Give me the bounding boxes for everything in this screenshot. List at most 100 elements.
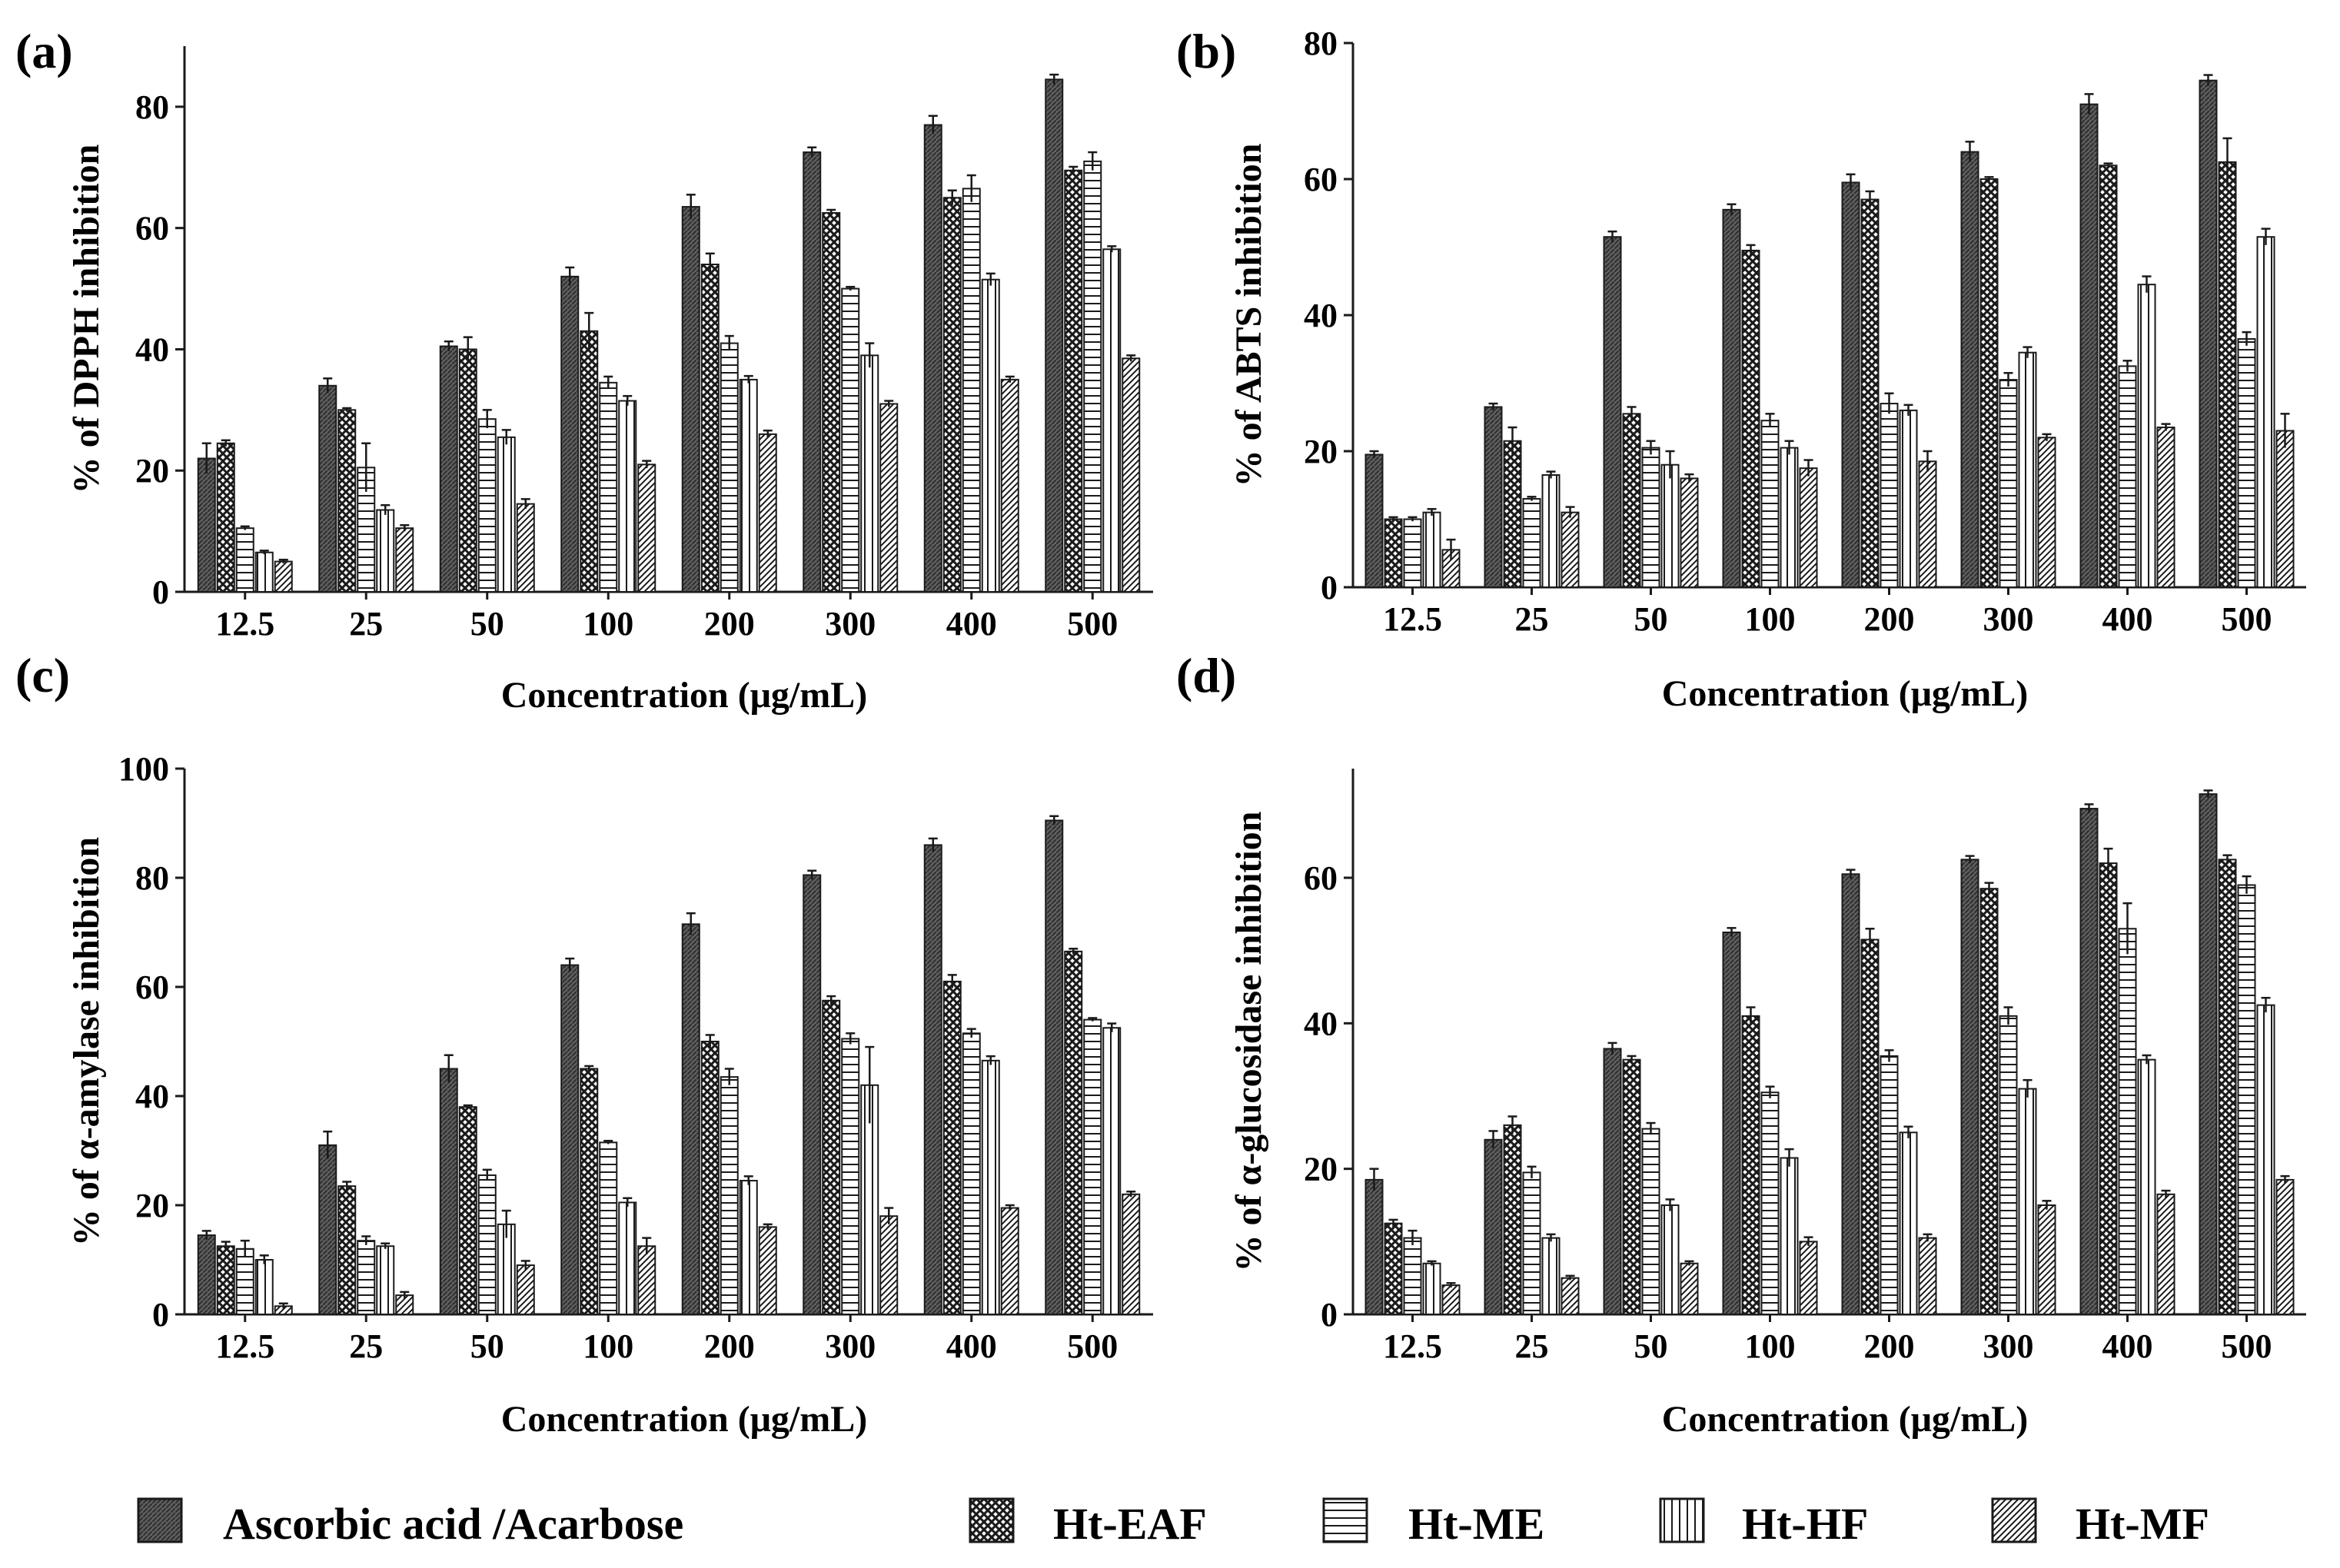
x-tick-label: 25 (1515, 600, 1549, 638)
legend-swatch-ht-eaf (969, 1497, 1015, 1543)
bar-ht-mf (274, 560, 293, 593)
bar-ascorbic (318, 384, 337, 593)
bar-ht-eaf (458, 1106, 477, 1315)
y-tick-label: 80 (135, 859, 169, 897)
bar-ht-me (2237, 337, 2256, 588)
bar-ascorbic (1722, 208, 1741, 588)
y-tick-label: 20 (1304, 1151, 1338, 1188)
bar-ht-me (2118, 365, 2137, 588)
bar-ht-me (720, 342, 739, 593)
bar-ht-mf (1561, 1277, 1580, 1315)
bar-ht-hf (1102, 248, 1122, 593)
x-tick-label: 50 (470, 605, 504, 643)
bar-ascorbic (1841, 181, 1860, 589)
bar-ht-mf (879, 1215, 899, 1315)
y-axis-title: % of ABTS inhibition (1228, 144, 1269, 487)
bar-ht-me (477, 418, 497, 593)
bar-ascorbic (1045, 819, 1064, 1315)
legend-swatch-ht-mf (1991, 1497, 2037, 1543)
bar-ht-eaf (1622, 413, 1641, 589)
bar-ht-eaf (1860, 938, 1880, 1315)
panel-label: (a) (15, 24, 73, 78)
bar-ht-eaf (1979, 888, 1999, 1315)
bar-ht-eaf (1741, 1015, 1760, 1316)
bar-ht-me (1403, 518, 1422, 588)
x-axis-title: Concentration (μg/mL) (501, 1399, 867, 1440)
bar-ht-me (1760, 1091, 1780, 1316)
bar-ascorbic (1045, 78, 1064, 593)
panel-label: (b) (1176, 24, 1236, 78)
bar-ascorbic (1722, 932, 1741, 1315)
bar-ht-hf (376, 1245, 395, 1315)
y-axis-title: % of DPPH inhibition (66, 145, 107, 494)
y-tick-label: 40 (135, 1078, 169, 1115)
bar-ascorbic (803, 874, 822, 1315)
bar-ascorbic (439, 1068, 458, 1315)
y-tick-label: 80 (135, 88, 169, 126)
bar-ascorbic (803, 151, 822, 593)
x-tick-label: 500 (2222, 600, 2272, 638)
bar-ht-mf (1000, 378, 1019, 593)
y-tick-label: 20 (135, 1187, 169, 1224)
x-tick-label: 300 (1983, 600, 2034, 638)
bar-ht-hf (497, 436, 516, 593)
x-tick-label: 400 (946, 605, 997, 643)
x-tick-label: 12.5 (215, 605, 274, 643)
bar-ht-mf (395, 527, 414, 593)
x-tick-label: 500 (1067, 1327, 1118, 1365)
bar-ht-mf (2275, 1178, 2295, 1316)
x-tick-label: 400 (2102, 600, 2153, 638)
bar-ht-hf (1780, 447, 1799, 589)
bar-ht-me (2118, 928, 2137, 1316)
bar-ht-me (1522, 1171, 1541, 1316)
bar-ht-me (1083, 160, 1102, 593)
x-tick-label: 400 (2102, 1327, 2153, 1365)
bar-ht-me (841, 1038, 860, 1315)
bar-ascorbic (1841, 873, 1860, 1316)
bar-ht-hf (1899, 1131, 1918, 1316)
bar-ht-me (1880, 1055, 1899, 1316)
bar-ht-hf (981, 278, 1000, 593)
bar-ht-hf (2256, 236, 2275, 588)
bar-ht-hf (2137, 284, 2156, 588)
bar-ht-mf (758, 433, 777, 593)
legend-label-ht-mf: Ht-MF (2076, 1499, 2209, 1549)
x-tick-label: 12.5 (215, 1327, 274, 1365)
bar-ht-hf (1541, 473, 1561, 588)
x-tick-label: 500 (2222, 1327, 2272, 1365)
bar-ht-hf (1422, 511, 1441, 589)
y-tick-label: 60 (135, 210, 169, 247)
bar-ht-hf (1102, 1027, 1122, 1315)
bar-ht-hf (1660, 1204, 1680, 1315)
bar-ht-me (1083, 1018, 1102, 1315)
y-tick-label: 100 (118, 750, 169, 788)
bar-ascorbic (681, 923, 700, 1315)
x-tick-label: 100 (1745, 1327, 1796, 1365)
bar-ht-mf (758, 1226, 777, 1316)
bar-ht-mf (1122, 1193, 1141, 1316)
x-axis-title: Concentration (μg/mL) (1662, 673, 2028, 714)
bar-ht-eaf (1064, 169, 1083, 593)
bar-ht-eaf (337, 1185, 357, 1316)
bar-ht-eaf (942, 980, 962, 1316)
bar-ht-eaf (2099, 862, 2118, 1315)
bar-ht-hf (254, 551, 274, 593)
bar-ht-mf (2156, 427, 2175, 589)
bar-ht-eaf (700, 264, 720, 593)
bar-ht-me (235, 527, 254, 593)
bar-ht-mf (637, 1245, 656, 1315)
bar-ascorbic (923, 124, 942, 593)
bar-ht-me (477, 1174, 497, 1315)
bar-ht-eaf (216, 1245, 235, 1315)
legend-label-ht-me: Ht-ME (1408, 1499, 1544, 1549)
bar-ht-mf (2156, 1193, 2175, 1316)
bar-ht-eaf (942, 197, 962, 593)
bar-ascorbic (2199, 793, 2218, 1315)
y-tick-label: 0 (1321, 1296, 1338, 1334)
bar-ht-mf (1918, 1237, 1937, 1315)
bar-ascorbic (560, 964, 580, 1315)
x-tick-label: 25 (349, 605, 383, 643)
bar-ht-mf (1441, 1284, 1461, 1315)
x-tick-label: 100 (583, 605, 633, 643)
